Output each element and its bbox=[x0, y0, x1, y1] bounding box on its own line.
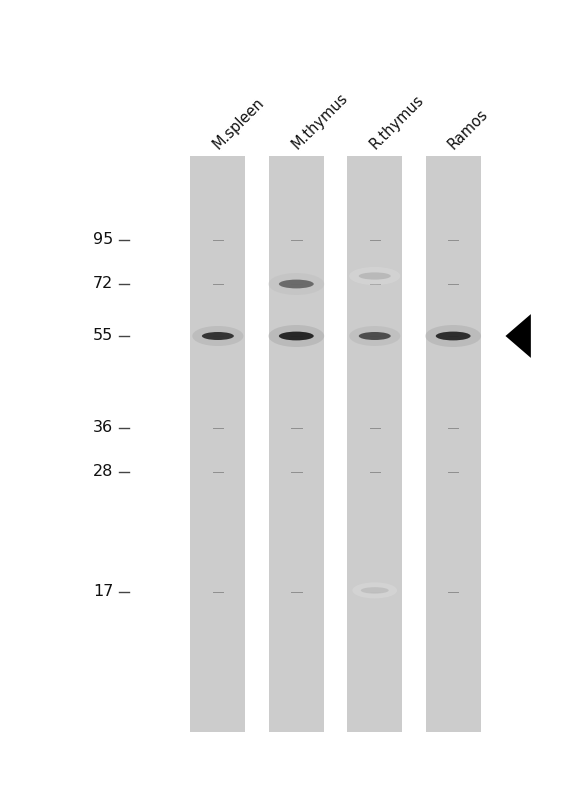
Bar bbox=[347, 156, 403, 732]
Ellipse shape bbox=[349, 267, 400, 285]
Ellipse shape bbox=[359, 272, 391, 280]
Bar bbox=[425, 156, 481, 732]
Text: 36: 36 bbox=[93, 421, 113, 435]
Text: Ramos: Ramos bbox=[446, 106, 491, 152]
Ellipse shape bbox=[279, 280, 314, 288]
Ellipse shape bbox=[353, 582, 397, 598]
Ellipse shape bbox=[359, 332, 391, 340]
Ellipse shape bbox=[279, 331, 314, 340]
Text: M.thymus: M.thymus bbox=[289, 90, 350, 152]
Text: M.spleen: M.spleen bbox=[210, 95, 267, 152]
Ellipse shape bbox=[268, 273, 324, 295]
Text: 17: 17 bbox=[93, 585, 113, 599]
Ellipse shape bbox=[425, 325, 481, 347]
Bar bbox=[191, 156, 245, 732]
Ellipse shape bbox=[361, 587, 389, 594]
Ellipse shape bbox=[192, 326, 243, 346]
Text: 28: 28 bbox=[93, 465, 113, 479]
Ellipse shape bbox=[349, 326, 400, 346]
Text: 95: 95 bbox=[93, 233, 113, 247]
Ellipse shape bbox=[268, 325, 324, 347]
Bar bbox=[269, 156, 324, 732]
Text: 55: 55 bbox=[93, 329, 113, 343]
Ellipse shape bbox=[202, 332, 234, 340]
Text: R.thymus: R.thymus bbox=[367, 92, 427, 152]
Text: 72: 72 bbox=[93, 277, 113, 291]
Ellipse shape bbox=[436, 331, 471, 340]
Polygon shape bbox=[505, 314, 531, 358]
